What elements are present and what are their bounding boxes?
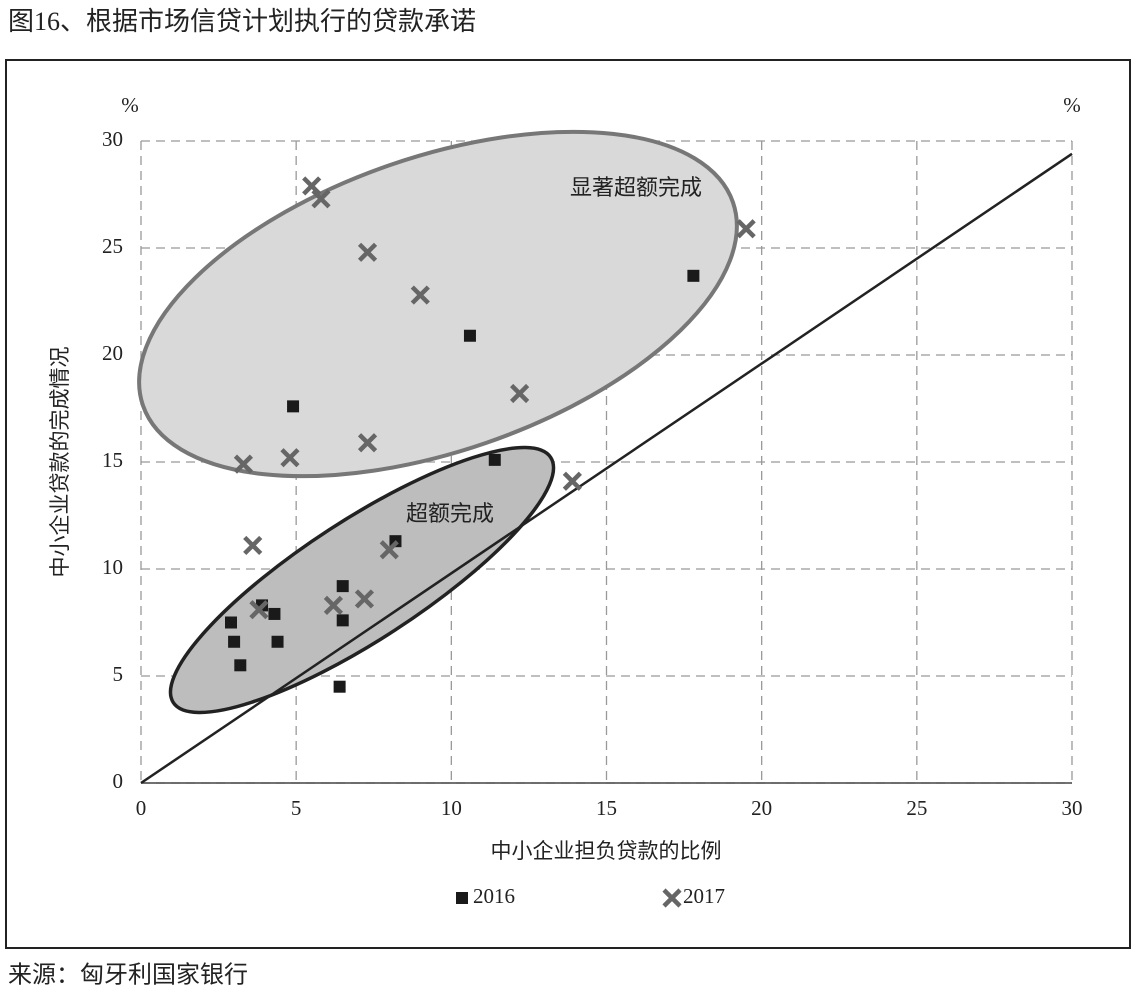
point-square bbox=[271, 635, 284, 648]
ellipse-exceeded bbox=[168, 445, 556, 715]
point-square bbox=[336, 614, 349, 627]
x-tick-label: 0 bbox=[136, 796, 147, 820]
point-square bbox=[228, 635, 241, 648]
point-x bbox=[233, 454, 254, 474]
y-tick-label: 30 bbox=[102, 127, 123, 151]
x-tick-label: 15 bbox=[596, 796, 617, 820]
point-x bbox=[410, 285, 430, 305]
point-x bbox=[249, 600, 269, 620]
legend-marker bbox=[662, 888, 682, 908]
y-tick-label: 5 bbox=[113, 662, 124, 686]
legend-marker bbox=[456, 892, 468, 904]
legend-label: 2016 bbox=[473, 884, 515, 908]
y-tick-label: 20 bbox=[102, 341, 123, 365]
x-tick-label: 30 bbox=[1062, 796, 1083, 820]
point-square bbox=[234, 659, 247, 672]
point-x bbox=[562, 471, 582, 491]
point-square bbox=[336, 580, 349, 593]
x-tick-label: 25 bbox=[906, 796, 927, 820]
chart-frame bbox=[5, 59, 1131, 949]
point-x bbox=[243, 535, 263, 556]
point-x bbox=[379, 540, 399, 560]
point-square bbox=[488, 453, 501, 466]
annotation: 超额完成 bbox=[406, 501, 494, 526]
point-x bbox=[323, 595, 343, 615]
point-square bbox=[224, 616, 237, 629]
x-tick-label: 10 bbox=[441, 796, 462, 820]
y-tick-label: 25 bbox=[102, 234, 123, 258]
y-tick-label: 0 bbox=[113, 769, 124, 793]
legend-label: 2017 bbox=[683, 884, 725, 908]
point-square bbox=[333, 680, 346, 693]
point-x bbox=[736, 219, 756, 239]
point-square bbox=[687, 269, 700, 282]
point-square bbox=[463, 329, 476, 342]
y2-unit: % bbox=[1063, 93, 1081, 117]
page-title: 图16、根据市场信贷计划执行的贷款承诺 bbox=[8, 7, 476, 36]
point-square bbox=[287, 400, 300, 413]
y-axis-label: 中小企业贷款的完成情况 bbox=[48, 347, 72, 578]
reference-line bbox=[140, 152, 1073, 785]
x-axis-label: 中小企业担负贷款的比例 bbox=[491, 839, 722, 863]
point-x bbox=[311, 189, 331, 209]
y-tick-label: 15 bbox=[102, 448, 123, 472]
point-x bbox=[280, 448, 300, 468]
point-x bbox=[357, 242, 378, 262]
x-tick-label: 20 bbox=[751, 796, 772, 820]
x-tick-label: 5 bbox=[291, 796, 302, 820]
source: 来源：匈牙利国家银行 bbox=[8, 962, 248, 989]
ellipse-significant bbox=[137, 129, 739, 479]
annotation: 显著超额完成 bbox=[570, 175, 702, 200]
point-x bbox=[510, 383, 530, 404]
y-tick-label: 10 bbox=[102, 555, 123, 579]
point-square bbox=[268, 607, 281, 620]
point-x bbox=[354, 589, 375, 609]
y-unit: % bbox=[121, 93, 139, 117]
point-x bbox=[357, 433, 378, 453]
point-x bbox=[302, 176, 322, 196]
